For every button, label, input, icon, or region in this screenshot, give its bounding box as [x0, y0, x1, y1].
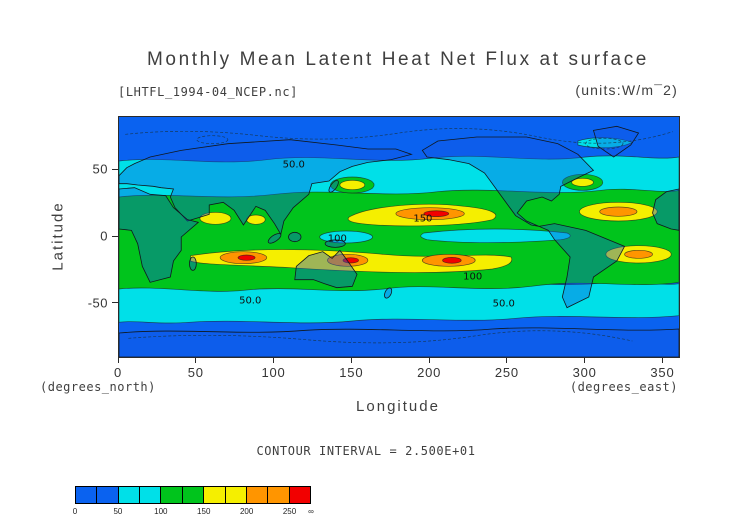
x-axis-tick-label: 100	[261, 365, 286, 380]
x-axis-tick	[117, 357, 119, 363]
x-axis-tick	[584, 357, 586, 363]
colorbar-tick-label: 150	[197, 507, 211, 516]
contour-line-label: 100	[463, 271, 483, 283]
colorbar-tick-label: 50	[113, 507, 123, 516]
chart-title: Monthly Mean Latent Heat Net Flux at sur…	[147, 49, 649, 70]
colorbar-cell	[161, 487, 183, 503]
y-axis-units-note: (degrees_north)	[40, 380, 156, 394]
colorbar-cell	[182, 487, 205, 503]
flux-fill-50-100-equatorial	[320, 229, 571, 243]
flux-contour-map	[119, 117, 679, 357]
new-guinea	[325, 240, 345, 247]
africa	[119, 188, 198, 283]
x-axis-tick-label: 50	[187, 365, 204, 380]
japan	[327, 179, 340, 193]
contour-line-label: 100	[327, 233, 347, 245]
contour-interval-note: CONTOUR INTERVAL = 2.500E+01	[256, 444, 476, 458]
eurasia	[119, 140, 411, 235]
madagascar	[189, 257, 196, 270]
dataset-filename-label: [LHTFL_1994-04_NCEP.nc]	[118, 85, 298, 99]
sumatra	[266, 232, 282, 245]
x-axis-tick	[350, 357, 352, 363]
map-plot-area	[118, 116, 680, 358]
x-axis-tick	[506, 357, 508, 363]
x-axis-tick	[661, 357, 663, 363]
africa-west-bulge	[653, 189, 679, 230]
x-axis-tick-label: 200	[417, 365, 442, 380]
greenland	[593, 126, 638, 157]
x-axis-units-note: (degrees_east)	[569, 380, 678, 394]
x-axis-tick-label: 250	[494, 365, 519, 380]
units-label: (units:W/m¯2)	[575, 82, 678, 98]
colorbar-tick-label: ∞	[308, 507, 314, 516]
x-axis-tick-label: 350	[650, 365, 675, 380]
colorbar	[75, 486, 311, 504]
y-axis-title: Latitude	[49, 201, 67, 271]
colorbar-tick-label: 200	[239, 507, 254, 516]
colorbar-cell	[97, 487, 119, 503]
north-america	[422, 137, 593, 226]
x-axis-tick	[273, 357, 275, 363]
polar-dashed-contours	[125, 129, 673, 343]
colorbar-cell	[118, 487, 141, 503]
colorbar-tick-label: 0	[72, 507, 78, 516]
contour-line-label: 50.0	[282, 159, 305, 171]
x-axis-tick-label: 0	[113, 365, 123, 380]
australia	[295, 250, 357, 287]
colorbar-cell	[268, 487, 290, 503]
colorbar-tick-label: 100	[154, 507, 168, 516]
x-axis-tick-label: 300	[572, 365, 597, 380]
contour-line-label: 50.0	[239, 295, 262, 307]
y-axis-tick	[112, 302, 118, 304]
colorbar-cell	[76, 487, 98, 503]
x-axis-tick-label: 150	[339, 365, 364, 380]
x-axis-tick	[195, 357, 197, 363]
y-axis-tick	[112, 168, 118, 170]
colorbar-cell	[140, 487, 162, 503]
x-axis-title: Longitude	[356, 398, 440, 415]
south-america	[539, 224, 625, 308]
y-axis-tick-label: -50	[87, 295, 108, 311]
contour-line-label: 150	[413, 213, 433, 225]
contour-line-label: 50.0	[492, 298, 515, 310]
y-axis-tick	[112, 235, 118, 237]
x-axis-tick	[428, 357, 430, 363]
y-axis-tick-label: 50	[92, 161, 108, 177]
colorbar-cell	[225, 487, 247, 503]
new-zealand	[383, 287, 393, 299]
colorbar-cell	[289, 487, 310, 503]
borneo	[289, 232, 301, 241]
y-axis-tick-label: 0	[100, 228, 108, 244]
colorbar-tick-label: 250	[282, 507, 297, 516]
colorbar-cell	[204, 487, 226, 503]
flux-fill-250-plus	[238, 211, 461, 264]
colorbar-cell	[246, 487, 269, 503]
